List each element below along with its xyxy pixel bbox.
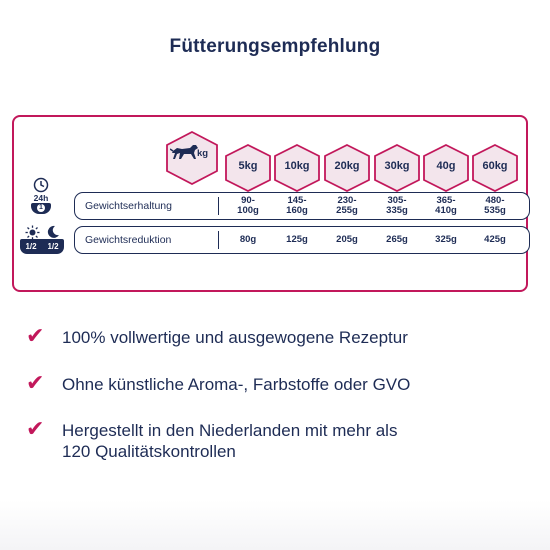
checkmark-icon: ✔ xyxy=(26,417,45,442)
hexagon-shape xyxy=(274,143,320,193)
hexagon-shape xyxy=(374,143,420,193)
feeding-table-card: kg 5kg 10kg 20kg 30kg 40g 60kg xyxy=(12,115,530,292)
table-cell: 425g xyxy=(484,234,506,246)
row-divider xyxy=(218,197,220,215)
table-cell: 125g xyxy=(286,234,308,246)
weight-column-label: 30kg xyxy=(384,160,410,172)
dog-weight-header: kg xyxy=(164,130,220,186)
bowl-count: 1 xyxy=(37,204,45,212)
half-right-label: 1/2 xyxy=(47,242,59,251)
list-item: ✔ Hergestellt in den Niederlanden mit me… xyxy=(26,417,526,462)
weight-column-header: 40g xyxy=(422,143,470,193)
table-cell: 365- 410g xyxy=(435,195,457,216)
row-label: Gewichtsreduktion xyxy=(85,234,172,246)
weight-column-label: 10kg xyxy=(284,160,310,172)
half-portions-badge: 1/2 1/2 xyxy=(20,239,64,254)
table-row: Gewichtserhaltung 90- 100g 145- 160g 230… xyxy=(74,192,530,220)
table-cell: 305- 335g xyxy=(386,195,408,216)
table-cell: 265g xyxy=(386,234,408,246)
checkmark-icon: ✔ xyxy=(26,371,45,396)
clock-icon xyxy=(33,177,49,193)
table-cell: 230- 255g xyxy=(336,195,358,216)
hexagon-shape xyxy=(423,143,469,193)
weight-column-label: 20kg xyxy=(334,160,360,172)
benefit-text: 100% vollwertige und ausgewogene Rezeptu… xyxy=(62,328,408,347)
bottom-fade xyxy=(0,500,550,550)
period-label: 24h xyxy=(33,193,49,203)
bowl-icon: 1 xyxy=(31,203,51,214)
hexagon-shape xyxy=(472,143,518,193)
hexagon-shape xyxy=(324,143,370,193)
table-cell: 205g xyxy=(336,234,358,246)
list-item: ✔ Ohne künstliche Aroma-, Farbstoffe ode… xyxy=(26,371,526,396)
list-item: ✔ 100% vollwertige und ausgewogene Rezep… xyxy=(26,324,526,349)
table-cell: 145- 160g xyxy=(286,195,308,216)
page-title: Fütterungsempfehlung xyxy=(169,36,381,57)
table-cell: 80g xyxy=(239,234,257,246)
weight-column-label: 40g xyxy=(436,160,456,172)
row-divider xyxy=(218,231,220,249)
hexagon-shape xyxy=(166,130,218,186)
benefit-text: Hergestellt in den Niederlanden mit mehr… xyxy=(62,421,398,461)
weight-column-header: 10kg xyxy=(273,143,321,193)
half-left-label: 1/2 xyxy=(25,242,37,251)
weight-column-header: 20kg xyxy=(323,143,371,193)
hexagon-shape xyxy=(225,143,271,193)
checkmark-icon: ✔ xyxy=(26,324,45,349)
weight-column-header: 60kg xyxy=(471,143,519,193)
weight-column-label: 5kg xyxy=(238,160,258,172)
weight-column-header: 30kg xyxy=(373,143,421,193)
weight-column-header: 5kg xyxy=(224,143,272,193)
table-cell: 90- 100g xyxy=(237,195,259,216)
row-label: Gewichtserhaltung xyxy=(85,200,172,212)
benefit-text: Ohne künstliche Aroma-, Farbstoffe oder … xyxy=(62,375,411,394)
weight-column-label: 60kg xyxy=(482,160,508,172)
moon-icon xyxy=(47,225,59,238)
table-row: Gewichtsreduktion 80g 125g 205g 265g 325… xyxy=(74,226,530,254)
sun-icon xyxy=(25,225,40,240)
table-cell: 480- 535g xyxy=(484,195,506,216)
dog-icon xyxy=(170,145,198,159)
weight-unit-label: kg xyxy=(197,148,209,159)
table-cell: 325g xyxy=(435,234,457,246)
